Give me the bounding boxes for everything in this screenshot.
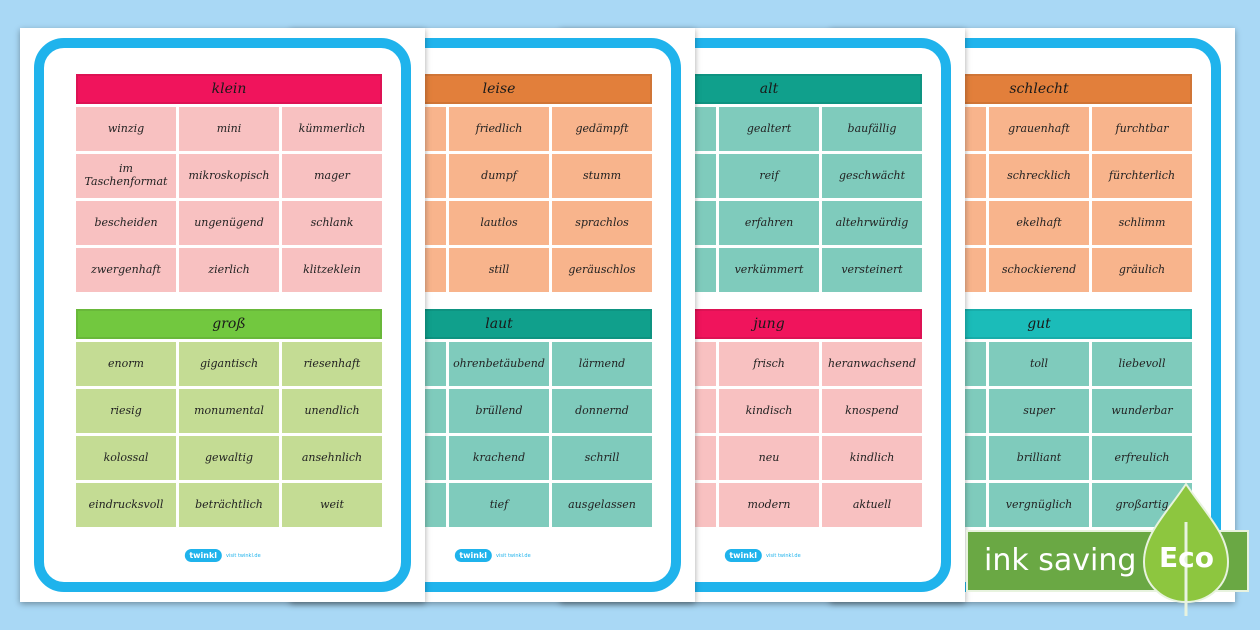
word-cell: schrecklich bbox=[989, 154, 1089, 198]
word-cell: altehrwürdig bbox=[822, 201, 922, 245]
eco-label: Eco bbox=[1159, 541, 1214, 574]
word-cell: versteinert bbox=[822, 248, 922, 292]
word-cell: bescheiden bbox=[76, 201, 176, 245]
word-cell: mager bbox=[282, 154, 382, 198]
leaf-icon bbox=[1142, 482, 1230, 616]
word-cell: brüllend bbox=[449, 389, 549, 433]
word-cell: gräulich bbox=[1092, 248, 1192, 292]
word-cell: mini bbox=[179, 107, 279, 151]
word-cell: unendlich bbox=[282, 389, 382, 433]
word-cell: grauenhaft bbox=[989, 107, 1089, 151]
word-cell: lautlos bbox=[449, 201, 549, 245]
block-header: schlecht bbox=[886, 74, 1192, 104]
twinkl-logo: twinkl visit twinkl.de bbox=[454, 549, 531, 562]
page-border: klein winzig mini kümmerlich im Taschenf… bbox=[34, 38, 411, 592]
worksheet-page-1: klein winzig mini kümmerlich im Taschenf… bbox=[20, 28, 425, 602]
twinkl-logo: twinkl visit twinkl.de bbox=[724, 549, 801, 562]
word-cell: friedlich bbox=[449, 107, 549, 151]
word-cell: ohrenbetäubend bbox=[449, 342, 549, 386]
ink-saving-text: ink saving bbox=[984, 543, 1137, 578]
logo-badge: twinkl bbox=[724, 549, 763, 562]
word-cell: erfahren bbox=[719, 201, 819, 245]
word-cell: mikroskopisch bbox=[179, 154, 279, 198]
word-cell: kolossal bbox=[76, 436, 176, 480]
word-cell: im Taschenformat bbox=[76, 154, 176, 198]
word-cell: weit bbox=[282, 483, 382, 527]
word-cell: neu bbox=[719, 436, 819, 480]
word-cell: sprachlos bbox=[552, 201, 652, 245]
word-cell: erfreulich bbox=[1092, 436, 1192, 480]
word-cell: liebevoll bbox=[1092, 342, 1192, 386]
logo-url: visit twinkl.de bbox=[226, 552, 261, 559]
word-cell: frisch bbox=[719, 342, 819, 386]
word-cell: riesenhaft bbox=[282, 342, 382, 386]
word-cell: knospend bbox=[822, 389, 922, 433]
word-cell: ungenügend bbox=[179, 201, 279, 245]
word-cell: ausgelassen bbox=[552, 483, 652, 527]
word-cell: kindlich bbox=[822, 436, 922, 480]
word-cell: brilliant bbox=[989, 436, 1089, 480]
word-cell: wunderbar bbox=[1092, 389, 1192, 433]
word-cell: aktuell bbox=[822, 483, 922, 527]
block-header: groß bbox=[76, 309, 382, 339]
word-cell: heranwachsend bbox=[822, 342, 922, 386]
word-cell: gewaltig bbox=[179, 436, 279, 480]
word-cell: baufällig bbox=[822, 107, 922, 151]
word-cell: krachend bbox=[449, 436, 549, 480]
word-cell: beträchtlich bbox=[179, 483, 279, 527]
word-cell: vergnüglich bbox=[989, 483, 1089, 527]
word-cell: super bbox=[989, 389, 1089, 433]
word-block-gross: groß enorm gigantisch riesenhaft riesig … bbox=[76, 309, 382, 527]
word-cell: ekelhaft bbox=[989, 201, 1089, 245]
word-cell: donnernd bbox=[552, 389, 652, 433]
word-cell: gealtert bbox=[719, 107, 819, 151]
word-cell: kindisch bbox=[719, 389, 819, 433]
word-cell: zierlich bbox=[179, 248, 279, 292]
twinkl-logo: twinkl visit twinkl.de bbox=[184, 549, 261, 562]
logo-url: visit twinkl.de bbox=[766, 552, 801, 559]
word-cell: monumental bbox=[179, 389, 279, 433]
word-cell: modern bbox=[719, 483, 819, 527]
word-cell: geräuschlos bbox=[552, 248, 652, 292]
word-cell: zwergenhaft bbox=[76, 248, 176, 292]
logo-badge: twinkl bbox=[184, 549, 223, 562]
word-cell: dumpf bbox=[449, 154, 549, 198]
word-cell: schlank bbox=[282, 201, 382, 245]
logo-url: visit twinkl.de bbox=[496, 552, 531, 559]
logo-badge: twinkl bbox=[454, 549, 493, 562]
word-cell: gigantisch bbox=[179, 342, 279, 386]
word-cell: verkümmert bbox=[719, 248, 819, 292]
word-cell: gedämpft bbox=[552, 107, 652, 151]
block-header: klein bbox=[76, 74, 382, 104]
word-cell: stumm bbox=[552, 154, 652, 198]
word-cell: klitzeklein bbox=[282, 248, 382, 292]
word-cell: toll bbox=[989, 342, 1089, 386]
word-cell: riesig bbox=[76, 389, 176, 433]
word-cell: lärmend bbox=[552, 342, 652, 386]
word-cell: fürchterlich bbox=[1092, 154, 1192, 198]
word-block-klein: klein winzig mini kümmerlich im Taschenf… bbox=[76, 74, 382, 292]
word-cell: still bbox=[449, 248, 549, 292]
word-cell: tief bbox=[449, 483, 549, 527]
word-cell: eindrucksvoll bbox=[76, 483, 176, 527]
word-cell: winzig bbox=[76, 107, 176, 151]
word-cell: geschwächt bbox=[822, 154, 922, 198]
word-cell: schlimm bbox=[1092, 201, 1192, 245]
word-cell: ansehnlich bbox=[282, 436, 382, 480]
word-cell: enorm bbox=[76, 342, 176, 386]
word-cell: kümmerlich bbox=[282, 107, 382, 151]
word-cell: furchtbar bbox=[1092, 107, 1192, 151]
word-cell: schrill bbox=[552, 436, 652, 480]
word-cell: reif bbox=[719, 154, 819, 198]
word-cell: schockierend bbox=[989, 248, 1089, 292]
